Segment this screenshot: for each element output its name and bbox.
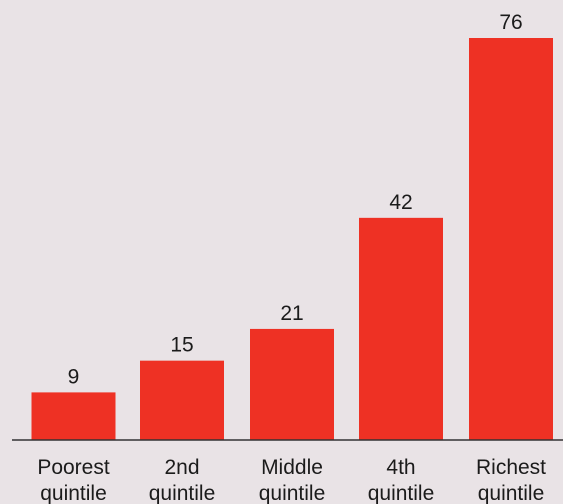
category-label-3-line-0: 4th <box>386 456 415 479</box>
value-label-4: 76 <box>499 11 522 34</box>
value-labels-layer: 9 15 21 42 76 <box>68 11 523 388</box>
value-label-2: 21 <box>280 302 303 325</box>
value-label-0: 9 <box>68 365 80 388</box>
category-label-0-line-1: quintile <box>40 482 107 504</box>
category-labels-layer: Poorest quintile 2nd quintile Middle quintile… <box>37 456 546 504</box>
category-label-2-line-0: Middle <box>261 456 323 479</box>
category-label-0: Poorest quintile <box>37 456 110 504</box>
category-label-1: 2nd quintile <box>149 456 216 504</box>
category-label-4-line-0: Richest <box>476 456 546 479</box>
bar-2 <box>250 328 334 440</box>
category-label-2-line-1: quintile <box>259 482 326 504</box>
category-label-4: Richest quintile <box>476 456 546 504</box>
category-label-2: Middle quintile <box>259 456 326 504</box>
category-label-1-line-0: 2nd <box>164 456 199 479</box>
bars-layer <box>31 38 553 440</box>
bar-3 <box>359 217 443 440</box>
category-label-3-line-1: quintile <box>368 482 435 504</box>
value-label-1: 15 <box>170 334 193 357</box>
bar-1 <box>140 360 224 440</box>
category-label-1-line-1: quintile <box>149 482 216 504</box>
value-label-3: 42 <box>389 191 412 214</box>
bar-0 <box>31 392 116 440</box>
bar-4 <box>469 38 553 440</box>
category-label-4-line-1: quintile <box>478 482 545 504</box>
category-label-3: 4th quintile <box>368 456 435 504</box>
category-label-0-line-0: Poorest <box>37 456 110 479</box>
